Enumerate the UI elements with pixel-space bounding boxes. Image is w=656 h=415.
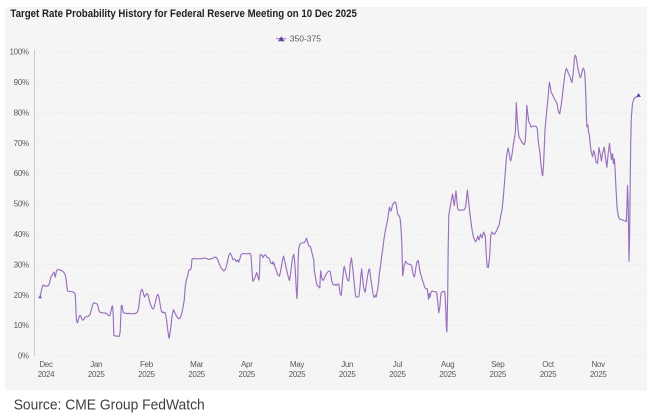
svg-text:Target Rate Probability Histor: Target Rate Probability History for Fede… <box>10 8 357 20</box>
svg-text:90%: 90% <box>14 78 29 87</box>
svg-text:100%: 100% <box>10 48 29 57</box>
svg-text:0%: 0% <box>18 352 29 361</box>
svg-text:70%: 70% <box>14 139 29 148</box>
svg-text:10%: 10% <box>14 321 29 330</box>
svg-text:80%: 80% <box>14 108 29 117</box>
svg-text:20%: 20% <box>14 291 29 300</box>
svg-text:Source: CME Group FedWatch: Source: CME Group FedWatch <box>14 398 205 414</box>
svg-text:50%: 50% <box>14 200 29 209</box>
svg-text:350-375: 350-375 <box>290 34 321 44</box>
svg-text:40%: 40% <box>14 230 29 239</box>
svg-text:60%: 60% <box>14 169 29 178</box>
svg-text:30%: 30% <box>14 260 29 269</box>
